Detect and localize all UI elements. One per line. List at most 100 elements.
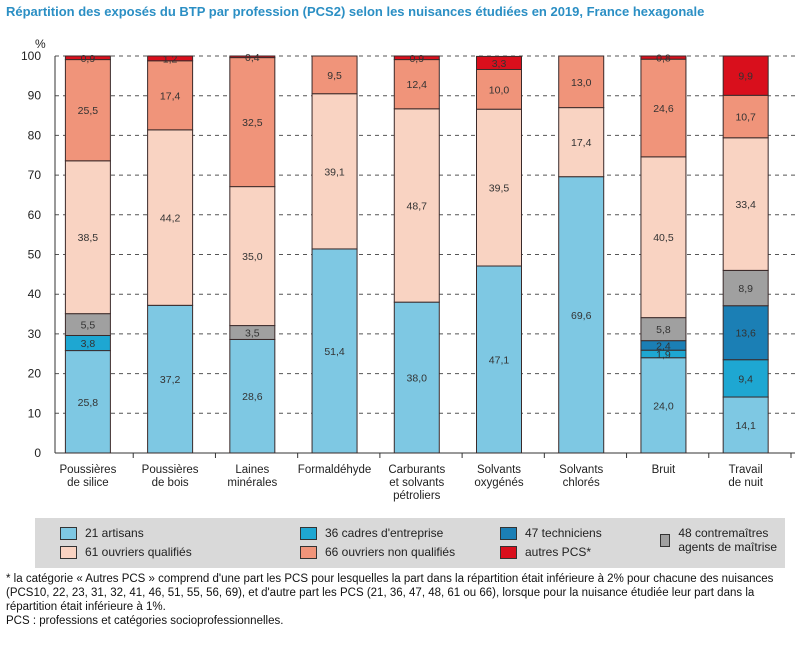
legend-label: 48 contremaîtres agents de maîtrise <box>678 526 778 554</box>
x-tick-label: Poussières <box>142 464 199 476</box>
bar-segment <box>558 107 605 178</box>
bar-segment <box>722 396 769 454</box>
legend-swatch <box>300 545 317 559</box>
bar-segment <box>640 58 687 158</box>
x-tick-label: Laines <box>235 464 269 476</box>
y-tick-label: 20 <box>28 367 42 381</box>
bar-segment <box>147 60 194 131</box>
legend-item: 61 ouvriers qualifiés <box>60 545 192 559</box>
x-tick-label: oxygénés <box>474 477 523 489</box>
data-label: 9,4 <box>738 373 753 385</box>
data-label: 0,4 <box>245 52 260 64</box>
y-tick-label: 60 <box>28 208 42 222</box>
bar-segment <box>393 108 440 303</box>
data-label: 3,3 <box>492 58 507 70</box>
legend-swatch <box>60 545 77 559</box>
data-label: 37,2 <box>160 374 181 386</box>
bar-segment <box>722 55 769 96</box>
x-tick-label: de silice <box>67 477 109 489</box>
legend-label: autres PCS* <box>525 545 592 559</box>
data-label: 0,9 <box>81 53 96 65</box>
x-tick-label: chlorés <box>563 477 600 489</box>
y-tick-label: 10 <box>28 406 42 420</box>
data-label: 3,8 <box>81 338 96 350</box>
x-tick-label: et solvants <box>389 477 444 489</box>
bar-segment <box>476 55 522 70</box>
y-tick-label: 40 <box>28 287 42 301</box>
data-label: 9,9 <box>738 71 753 83</box>
legend-swatch <box>300 526 317 540</box>
data-label: 35,0 <box>242 251 263 263</box>
data-label: 24,6 <box>653 103 674 115</box>
bar-segment <box>64 59 111 162</box>
data-label: 0,9 <box>409 53 424 65</box>
legend-label: 21 artisans <box>85 526 144 540</box>
y-tick-label: 50 <box>28 248 42 262</box>
x-tick-label: de nuit <box>728 477 763 489</box>
bar-segment <box>558 176 605 454</box>
data-label: 25,5 <box>78 105 99 117</box>
bar-segment <box>640 55 687 60</box>
bar-segment <box>147 304 194 454</box>
y-tick-label: 0 <box>34 446 41 460</box>
data-label: 12,4 <box>407 79 428 91</box>
y-tick-label: 100 <box>21 49 41 63</box>
legend-swatch <box>500 526 517 540</box>
data-label: 10,7 <box>735 112 756 124</box>
bar-segment <box>722 305 769 361</box>
x-tick-label: minérales <box>227 477 277 489</box>
bar-segment <box>229 57 276 188</box>
data-label: 51,4 <box>324 346 345 358</box>
data-label: 9,5 <box>327 70 342 82</box>
legend-swatch <box>660 533 671 547</box>
y-axis-label: % <box>35 37 46 51</box>
x-tick-label: de bois <box>152 477 189 489</box>
bar-segment <box>722 94 769 139</box>
legend-item: 36 cadres d'entreprise <box>300 526 443 540</box>
bar-segment <box>64 55 111 61</box>
y-tick-label: 30 <box>28 327 42 341</box>
bar-segment <box>229 338 276 454</box>
data-label: 47,1 <box>489 355 510 367</box>
y-tick-label: 80 <box>28 128 42 142</box>
data-label: 1,9 <box>656 349 671 361</box>
x-tick-label: Carburants <box>388 464 445 476</box>
y-tick-label: 90 <box>28 89 42 103</box>
legend: 21 artisans 36 cadres d'entreprise 47 tech… <box>35 518 785 568</box>
bar-segment <box>640 156 687 319</box>
bar-segment <box>640 357 687 454</box>
legend-item: autres PCS* <box>500 545 591 559</box>
x-tick-label: pétroliers <box>393 490 441 502</box>
legend-swatch <box>500 545 517 559</box>
data-label: 69,6 <box>571 310 592 322</box>
bar-segment <box>476 108 522 267</box>
data-label: 38,5 <box>78 232 99 244</box>
data-label: 17,4 <box>160 90 181 102</box>
bar-segment <box>722 269 769 307</box>
bar-segment <box>229 186 276 327</box>
x-tick-label: Formaldéhyde <box>298 464 372 476</box>
legend-item: 47 techniciens <box>500 526 602 540</box>
x-tick-label: Travail <box>729 464 763 476</box>
data-label: 39,5 <box>489 183 510 195</box>
data-label: 25,8 <box>78 397 99 409</box>
data-label: 33,4 <box>735 199 756 211</box>
footnote-pcs: PCS : professions et catégories sociopro… <box>6 615 284 627</box>
legend-item: 66 ouvriers non qualifiés <box>300 545 455 559</box>
data-label: 13,6 <box>735 328 756 340</box>
x-tick-label: Bruit <box>652 464 676 476</box>
legend-label: 36 cadres d'entreprise <box>325 526 444 540</box>
bar-segment <box>393 55 440 61</box>
y-tick-label: 70 <box>28 168 42 182</box>
data-label: 10,0 <box>489 84 510 96</box>
data-label: 38,0 <box>407 373 428 385</box>
legend-item: 21 artisans <box>60 526 144 540</box>
data-label: 3,5 <box>245 328 260 340</box>
legend-label: 47 techniciens <box>525 526 602 540</box>
footnote: * la catégorie « Autres PCS » comprend d… <box>6 572 796 628</box>
bar-segment <box>476 68 522 110</box>
data-label: 48,7 <box>407 200 428 212</box>
bar-segment <box>64 350 111 454</box>
bar-segment <box>558 55 605 109</box>
stacked-bar-chart: 0 10 20 30 40 50 60 70 80 90 100% 25,8 3,8 5,5 38,5 25,… <box>21 37 795 502</box>
